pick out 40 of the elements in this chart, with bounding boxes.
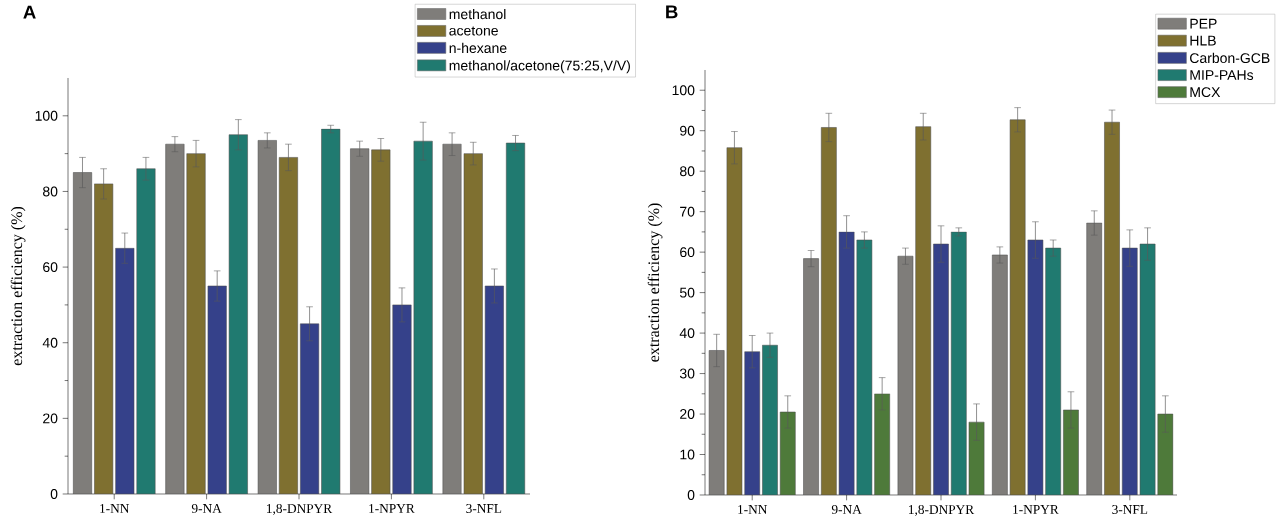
x-tick-label: 9-NA <box>831 505 862 514</box>
y-tick-label: 70 <box>680 206 695 217</box>
y-tick-label: 80 <box>43 186 58 197</box>
y-tick-label: 0 <box>687 490 695 500</box>
legend-label: methanol <box>449 8 506 20</box>
x-tick-label: 1-NPYR <box>1013 505 1059 514</box>
y-tick-label: 100 <box>35 110 58 121</box>
legend-label: HLB <box>1190 35 1216 46</box>
y-tick-label: 60 <box>680 247 695 258</box>
legend-label: acetone <box>449 26 498 36</box>
x-tick-label: 1,8-DNPYR <box>267 504 333 515</box>
y-tick-label: 80 <box>680 166 695 177</box>
y-tick-label: 10 <box>680 449 695 460</box>
y-tick-label: 50 <box>679 287 695 298</box>
x-tick-label: 3-NFL <box>466 504 502 513</box>
chart-title: A <box>23 5 36 19</box>
y-tick-label: 20 <box>680 409 695 420</box>
y-tick-label: 30 <box>679 368 695 379</box>
y-tick-label: 0 <box>50 489 58 499</box>
y-axis-title: extraction efficiency (%) <box>10 206 26 366</box>
y-tick-label: 20 <box>43 413 58 424</box>
legend-label: Carbon-GCB <box>1190 52 1270 64</box>
legend-label: PEP <box>1190 18 1217 29</box>
legend-label: methanol/acetone(75:25,V/V) <box>449 60 630 74</box>
y-tick-label: 60 <box>43 262 58 273</box>
y-tick-label: 90 <box>680 125 695 136</box>
x-tick-label: 3-NFL <box>1112 505 1148 514</box>
y-axis-title: extraction efficiency (%) <box>647 203 663 362</box>
legend-label: MCX <box>1190 87 1221 98</box>
y-tick-label: 40 <box>679 328 695 339</box>
y-tick-label: 40 <box>42 337 58 348</box>
legend-label: n-hexane <box>449 42 507 54</box>
legend-label: MIP-PAHs <box>1190 70 1254 81</box>
chart-title: B <box>666 5 678 19</box>
y-tick-label: 100 <box>672 85 695 96</box>
x-tick-label: 1-NN <box>738 505 768 514</box>
x-tick-label: 9-NA <box>191 504 222 513</box>
x-tick-label: 1-NN <box>100 504 130 513</box>
x-tick-label: 1,8-DNPYR <box>909 505 975 516</box>
x-tick-label: 1-NPYR <box>369 504 415 513</box>
